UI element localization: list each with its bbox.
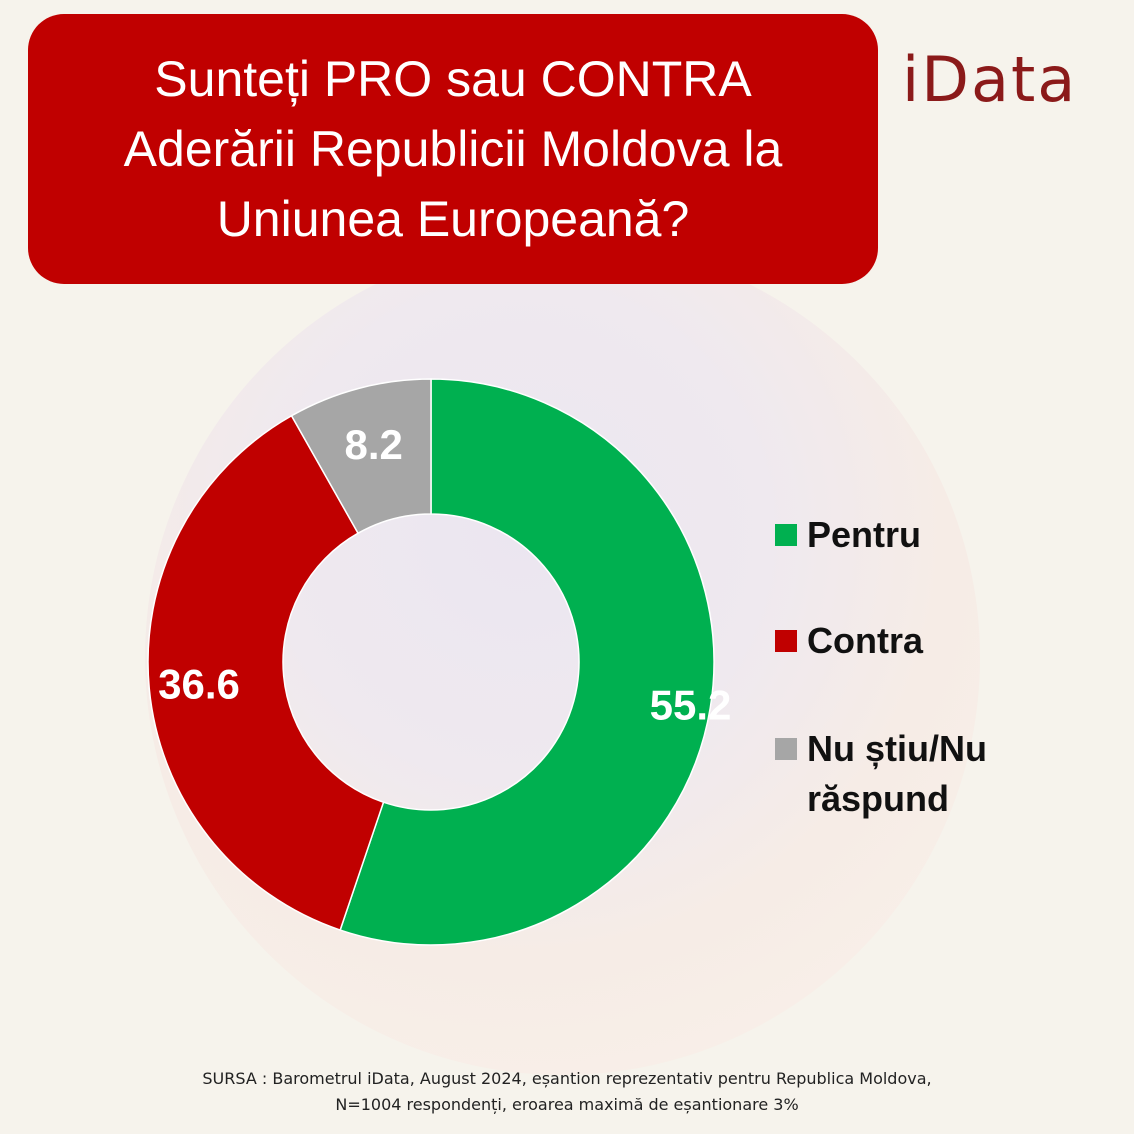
- title-line-3: Uniunea Europeană?: [216, 191, 690, 247]
- legend-swatch-pentru: [775, 524, 797, 546]
- chart-title: Sunteți PRO sau CONTRA Aderării Republic…: [53, 44, 853, 254]
- source-note: SURSA : Barometrul iData, August 2024, e…: [60, 1066, 1074, 1118]
- legend-label-nu-stiu-line-2: răspund: [807, 778, 950, 819]
- slice-label-nu-stiu: 8.2: [344, 421, 402, 468]
- background-circle: [145, 240, 980, 1075]
- legend-label-nu-stiu-line-1: Nu știu/Nu: [807, 728, 987, 769]
- donut-slice-contra: [147, 414, 385, 931]
- legend-item-contra: Contra: [775, 616, 923, 666]
- title-line-1: Sunteți PRO sau CONTRA: [154, 51, 752, 107]
- donut-value-labels: 55.2 36.6 8.2: [158, 421, 731, 728]
- source-line-1: SURSA : Barometrul iData, August 2024, e…: [202, 1069, 932, 1088]
- legend-label-pentru: Pentru: [807, 514, 922, 555]
- legend-item-pentru: Pentru: [775, 510, 921, 560]
- legend-item-nu-stiu: Nu știu/Nu răspund: [775, 724, 987, 824]
- donut-slice-pentru: [339, 378, 715, 946]
- donut-slice-nu-stiu: [290, 378, 432, 535]
- legend-swatch-contra: [775, 630, 797, 652]
- legend-label-contra: Contra: [807, 620, 923, 661]
- idata-logo: iData: [902, 43, 1078, 116]
- source-line-2: N=1004 respondenți, eroarea maximă de eș…: [335, 1095, 799, 1114]
- slice-label-pentru: 55.2: [650, 681, 732, 728]
- donut-slices: [147, 378, 715, 946]
- title-banner: Sunteți PRO sau CONTRA Aderării Republic…: [28, 14, 878, 284]
- legend-swatch-nu-stiu: [775, 738, 797, 760]
- slice-label-contra: 36.6: [158, 660, 240, 707]
- title-line-2: Aderării Republicii Moldova la: [123, 121, 783, 177]
